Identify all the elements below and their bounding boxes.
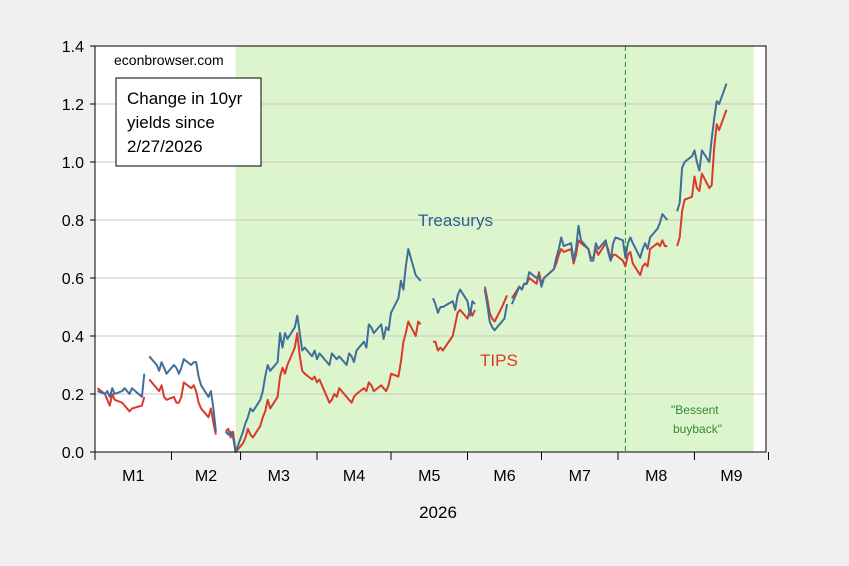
y-tick-label: 1.0: [62, 155, 84, 172]
y-tick-label: 0.4: [62, 329, 84, 346]
x-tick-label: M4: [343, 468, 365, 485]
y-tick-label: 0.0: [62, 445, 84, 462]
series-line-treasurys: [483, 289, 508, 332]
x-tick-label: M7: [569, 468, 591, 485]
series-label-treasurys: Treasurys: [418, 211, 493, 230]
legend-box: [115, 77, 262, 167]
series-line-tips: [676, 109, 728, 247]
plot-frame: [94, 45, 767, 453]
series-line-treasurys: [676, 83, 728, 212]
y-tick-label: 0.8: [62, 213, 84, 230]
x-tick-label: M5: [418, 468, 440, 485]
x-tick-label: M2: [195, 468, 217, 485]
y-tick-label: 0.2: [62, 387, 84, 404]
x-axis-label: 2026: [419, 503, 457, 522]
series-label-tips: TIPS: [480, 351, 518, 370]
source-label: econbrowser.com: [114, 52, 224, 68]
legend-box-line-3: 2/27/2026: [127, 137, 203, 156]
x-tick-label: M6: [493, 468, 515, 485]
y-tick-label: 0.6: [62, 271, 84, 288]
x-tick-label: M9: [720, 468, 742, 485]
series-line-treasurys: [510, 213, 669, 305]
y-tick-label: 1.2: [62, 97, 84, 114]
x-tick-label: M8: [645, 468, 667, 485]
series-line-treasurys: [432, 288, 476, 317]
series-line-tips: [148, 378, 217, 435]
event-label-line-1: "Bessent: [671, 403, 719, 417]
legend-box-line-2: yields since: [127, 113, 215, 132]
series-layer: [96, 83, 728, 453]
series-line-treasurys: [224, 248, 422, 453]
event-label-line-2: buyback": [673, 422, 722, 436]
series-line-tips: [224, 320, 422, 453]
series-line-tips: [96, 387, 146, 413]
x-tick-label: M3: [268, 468, 290, 485]
series-line-treasurys: [97, 373, 146, 398]
x-tick-label: M1: [122, 468, 144, 485]
axis-layer: 0.0 0.2 0.4 0.6 0.8 1.0 1.2 1.4 M1 M2 M3 M4 M5 M6 M7 M8…: [62, 39, 769, 485]
shaded-region: [235, 46, 754, 452]
legend-box-line-1: Change in 10yr: [127, 89, 243, 108]
series-line-treasurys: [148, 355, 217, 432]
y-tick-label: 1.4: [62, 39, 84, 56]
